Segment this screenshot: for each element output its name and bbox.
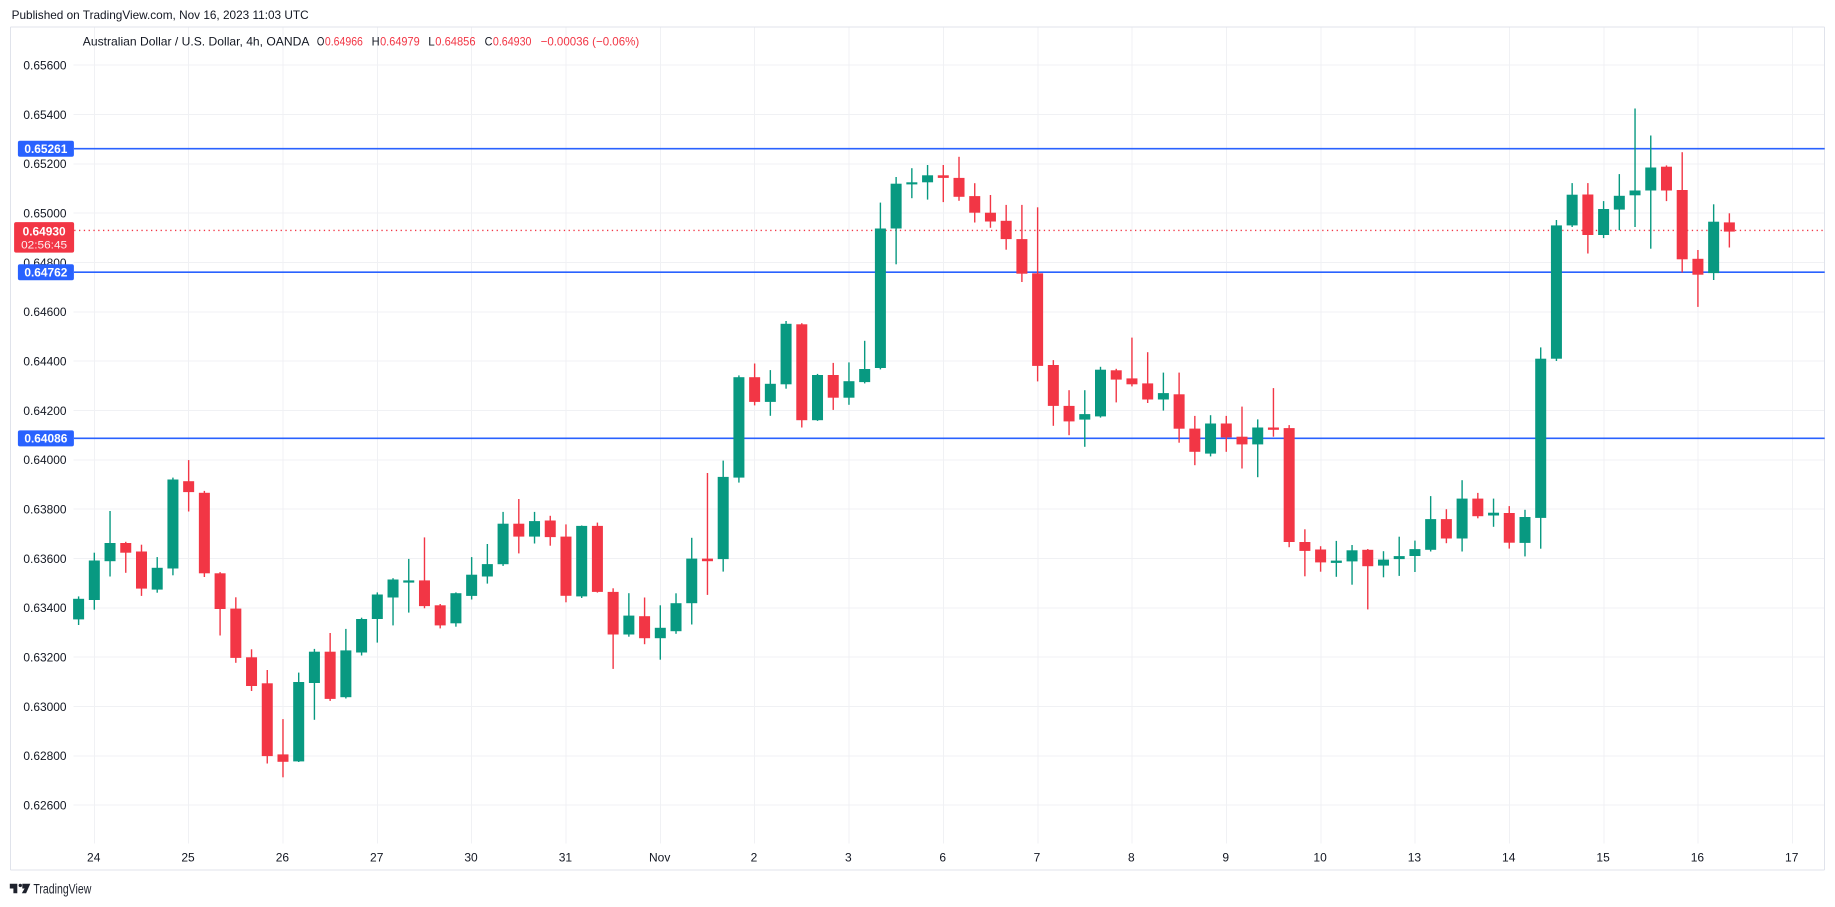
svg-text:TradingView: TradingView <box>33 881 91 896</box>
svg-text:0.64000: 0.64000 <box>23 453 66 467</box>
svg-text:0.64086: 0.64086 <box>24 432 67 446</box>
svg-text:0.64979: 0.64979 <box>380 34 420 48</box>
svg-text:02:56:45: 02:56:45 <box>21 240 67 252</box>
svg-text:0.64400: 0.64400 <box>23 355 66 369</box>
svg-text:0.62800: 0.62800 <box>23 749 66 763</box>
svg-text:0.64856: 0.64856 <box>435 34 476 48</box>
svg-text:16: 16 <box>1691 851 1705 865</box>
svg-text:Australian Dollar / U.S. Dolla: Australian Dollar / U.S. Dollar, 4h, OAN… <box>83 34 310 48</box>
svg-text:15: 15 <box>1596 851 1610 865</box>
svg-text:0.65400: 0.65400 <box>23 108 66 122</box>
svg-text:10: 10 <box>1313 851 1327 865</box>
svg-text:14: 14 <box>1502 851 1516 865</box>
svg-text:0.63000: 0.63000 <box>23 700 66 714</box>
svg-text:24: 24 <box>87 851 101 865</box>
svg-text:25: 25 <box>181 851 195 865</box>
svg-text:0.62600: 0.62600 <box>23 799 66 813</box>
svg-text:0.65200: 0.65200 <box>23 157 66 171</box>
svg-text:30: 30 <box>464 851 478 865</box>
svg-text:7: 7 <box>1034 851 1041 865</box>
svg-text:Nov: Nov <box>649 851 670 865</box>
svg-text:0.63200: 0.63200 <box>23 651 66 665</box>
svg-text:O: O <box>317 34 325 48</box>
svg-text:13: 13 <box>1408 851 1422 865</box>
svg-text:0.63600: 0.63600 <box>23 552 66 566</box>
svg-text:C: C <box>485 34 493 48</box>
svg-text:H: H <box>372 34 380 48</box>
svg-text:17: 17 <box>1785 851 1799 865</box>
svg-text:2: 2 <box>751 851 758 865</box>
svg-text:0.63400: 0.63400 <box>23 601 66 615</box>
svg-text:0.65261: 0.65261 <box>24 142 67 156</box>
svg-text:6: 6 <box>939 851 946 865</box>
svg-text:27: 27 <box>370 851 384 865</box>
svg-text:0.64930: 0.64930 <box>23 224 66 238</box>
svg-text:0.64966: 0.64966 <box>325 34 363 48</box>
svg-text:9: 9 <box>1222 851 1229 865</box>
svg-text:0.64600: 0.64600 <box>23 305 66 319</box>
svg-text:L: L <box>428 34 435 48</box>
svg-text:−0.00036 (−0.06%): −0.00036 (−0.06%) <box>541 34 640 48</box>
svg-text:0.64200: 0.64200 <box>23 404 66 418</box>
svg-text:0.65600: 0.65600 <box>23 59 66 73</box>
svg-text:26: 26 <box>276 851 290 865</box>
svg-text:3: 3 <box>845 851 852 865</box>
svg-text:0.64930: 0.64930 <box>493 34 532 48</box>
svg-text:0.64762: 0.64762 <box>24 266 67 280</box>
svg-text:8: 8 <box>1128 851 1135 865</box>
svg-text:0.63800: 0.63800 <box>23 503 66 517</box>
svg-text:31: 31 <box>559 851 573 865</box>
svg-text:Published on TradingView.com,: Published on TradingView.com, Nov 16, 20… <box>12 8 309 22</box>
svg-text:0.65000: 0.65000 <box>23 207 66 221</box>
